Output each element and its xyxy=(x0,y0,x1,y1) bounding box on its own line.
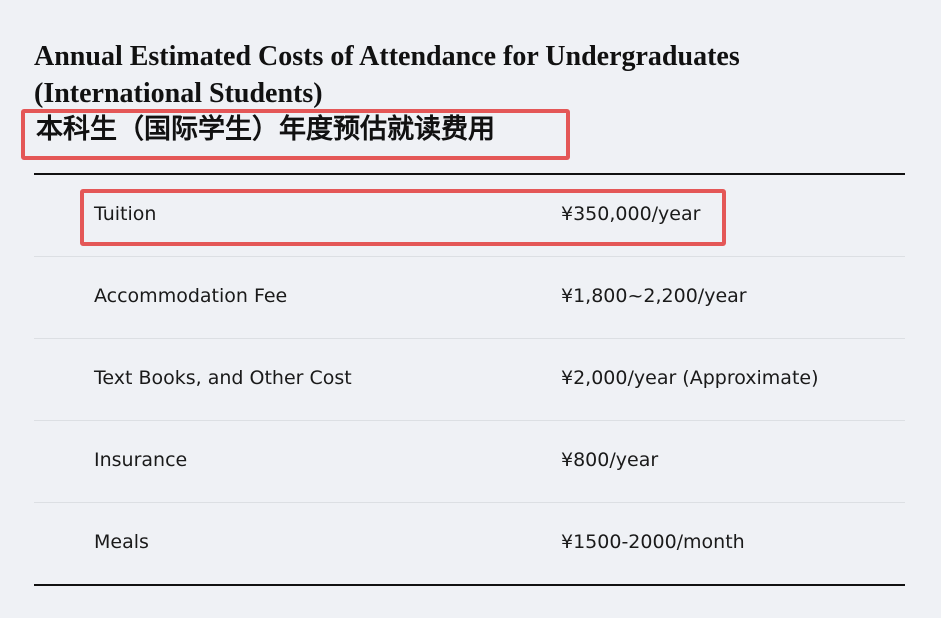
cost-value: ¥2,000/year (Approximate) xyxy=(561,367,819,389)
highlight-box-title xyxy=(21,109,570,160)
cost-value: ¥350,000/year xyxy=(561,203,701,225)
page-title-chinese: 本科生（国际学生）年度预估就读费用 xyxy=(36,114,495,145)
highlight-box-tuition xyxy=(80,189,726,246)
table-row: Insurance ¥800/year xyxy=(34,421,905,503)
cost-item: Tuition xyxy=(94,203,157,225)
cost-value: ¥800/year xyxy=(561,449,659,471)
cost-item: Meals xyxy=(94,531,149,553)
table-row: Text Books, and Other Cost ¥2,000/year (A… xyxy=(34,339,905,421)
page-title-english: Annual Estimated Costs of Attendance for… xyxy=(34,41,740,109)
cost-value: ¥1500-2000/month xyxy=(561,531,745,553)
cost-table: Tuition ¥350,000/year Accommodation Fee ¥1… xyxy=(34,173,905,586)
table-row: Accommodation Fee ¥1,800~2,200/year xyxy=(34,257,905,339)
table-row: Meals ¥1500-2000/month xyxy=(34,503,905,584)
table-row: Tuition ¥350,000/year xyxy=(34,175,905,257)
cost-item: Accommodation Fee xyxy=(94,285,288,307)
cost-item: Insurance xyxy=(94,449,188,471)
cost-value: ¥1,800~2,200/year xyxy=(561,285,747,307)
cost-item: Text Books, and Other Cost xyxy=(94,367,352,389)
